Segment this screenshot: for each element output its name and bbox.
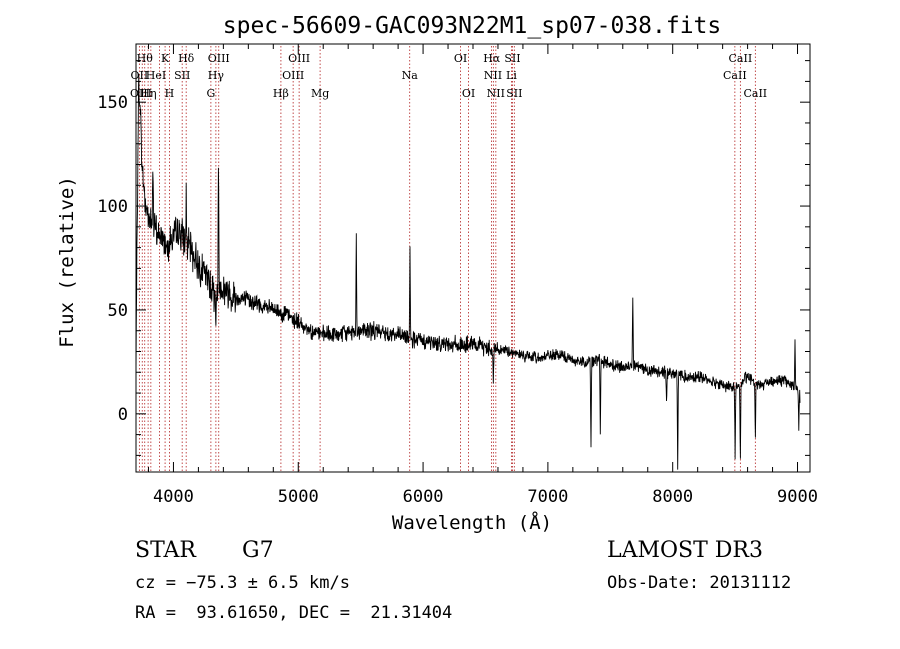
x-tick-label-4: 8000 bbox=[652, 487, 693, 507]
line-label-0-0: Hθ bbox=[137, 52, 154, 65]
observation-date: Obs-Date: 20131112 bbox=[607, 573, 792, 593]
line-label-1-5: Na bbox=[402, 69, 419, 82]
plot-frame bbox=[135, 43, 811, 473]
line-markers bbox=[138, 46, 756, 471]
line-label-1-2: SII bbox=[174, 69, 190, 82]
y-tick-label-2: 100 bbox=[97, 197, 128, 217]
line-label-0-2: Hδ bbox=[178, 52, 195, 65]
line-label-2-8: SII bbox=[506, 87, 522, 100]
line-label-2-3: G bbox=[206, 87, 215, 100]
line-label-2-2: H bbox=[165, 87, 175, 100]
x-axis-label: Wavelength (Å) bbox=[392, 511, 552, 534]
line-label-0-3: OIII bbox=[208, 52, 230, 65]
line-label-1-8: CaII bbox=[723, 69, 747, 82]
line-label-0-7: SII bbox=[504, 52, 520, 65]
y-axis-label: Flux (relative) bbox=[56, 176, 78, 348]
spectrum-line bbox=[135, 73, 801, 470]
y-tick-label-3: 150 bbox=[97, 93, 128, 113]
line-label-2-7: NII bbox=[487, 87, 505, 100]
redshift-velocity: cz = −75.3 ± 6.5 km/s bbox=[135, 573, 350, 593]
x-axis: 4000 5000 6000 7000 8000 9000 bbox=[147, 44, 818, 507]
line-label-2-0: OIII bbox=[130, 87, 152, 100]
x-tick-label-2: 6000 bbox=[403, 487, 444, 507]
line-label-1-1: HeI bbox=[146, 69, 166, 82]
x-tick-label-5: 9000 bbox=[777, 487, 818, 507]
coordinates: RA = 93.61650, DEC = 21.31404 bbox=[135, 603, 453, 623]
object-subclass: G7 bbox=[242, 538, 274, 563]
line-label-1-6: NII bbox=[484, 69, 502, 82]
line-label-2-5: Mg bbox=[311, 87, 329, 100]
chart-title: spec-56609-GAC093N22M1_sp07-038.fits bbox=[223, 13, 722, 39]
line-label-0-6: Hα bbox=[483, 52, 501, 65]
survey-name: LAMOST DR3 bbox=[607, 538, 763, 563]
line-label-2-6: OI bbox=[462, 87, 475, 100]
spectrum-series bbox=[135, 73, 801, 470]
line-label-2-1: Hη bbox=[140, 87, 156, 100]
line-label-0-8: CaII bbox=[729, 52, 753, 65]
line-label-1-0: OII bbox=[131, 69, 149, 82]
line-label-1-4: OIII bbox=[282, 69, 304, 82]
line-label-1-7: Li bbox=[506, 69, 517, 82]
y-tick-label-1: 50 bbox=[108, 301, 128, 321]
object-class: STAR bbox=[135, 538, 196, 563]
x-tick-label-0: 4000 bbox=[153, 487, 194, 507]
line-label-0-1: K bbox=[161, 52, 170, 65]
line-label-2-4: Hβ bbox=[273, 87, 289, 100]
line-label-0-5: OI bbox=[454, 52, 467, 65]
x-tick-label-3: 7000 bbox=[527, 487, 568, 507]
line-label-2-9: CaII bbox=[743, 87, 767, 100]
line-label-1-3: Hγ bbox=[208, 69, 225, 82]
x-tick-label-1: 5000 bbox=[278, 487, 319, 507]
line-label-0-4: OIII bbox=[288, 52, 310, 65]
y-axis: 0 50 100 150 bbox=[97, 60, 810, 456]
y-tick-label-0: 0 bbox=[118, 405, 128, 425]
